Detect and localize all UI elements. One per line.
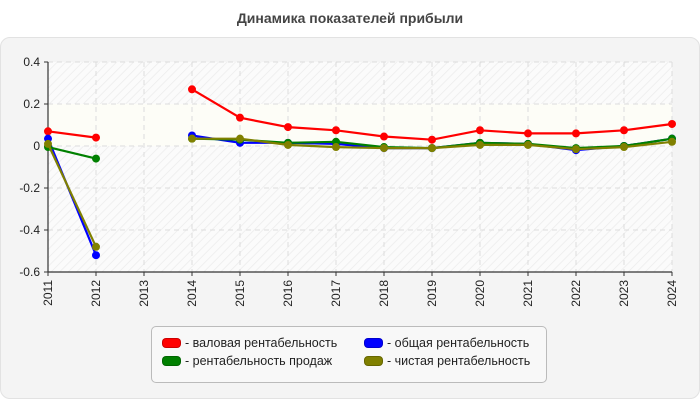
- data-point: [380, 144, 388, 153]
- data-point: [332, 143, 340, 152]
- legend-label: - общая рентабельность: [387, 336, 530, 350]
- x-tick-label: 2011: [41, 280, 55, 306]
- legend-swatch-green: [162, 356, 181, 366]
- data-point: [332, 126, 340, 135]
- x-tick-label: 2023: [617, 280, 631, 307]
- data-point: [284, 140, 292, 149]
- x-tick-label: 2012: [89, 280, 103, 307]
- legend: - валовая рентабельность - общая рентабе…: [151, 326, 547, 383]
- legend-item-gross-margin: - валовая рентабельность: [162, 336, 337, 350]
- data-point: [44, 139, 52, 148]
- legend-label: - рентабельность продаж: [185, 354, 333, 368]
- legend-label: - валовая рентабельность: [185, 336, 338, 350]
- y-tick-label: 0.2: [23, 97, 40, 111]
- legend-item-sales-margin: - рентабельность продаж: [162, 354, 332, 368]
- y-tick-label: -0.4: [19, 223, 40, 237]
- x-tick-label: 2024: [665, 280, 679, 307]
- data-point: [92, 154, 100, 163]
- x-tick-label: 2017: [329, 280, 343, 307]
- y-tick-label: -0.6: [19, 265, 40, 279]
- series-line: [44, 85, 676, 144]
- data-point: [572, 145, 580, 154]
- data-point: [572, 129, 580, 138]
- series-line: [44, 134, 676, 251]
- data-point: [284, 123, 292, 132]
- data-point: [476, 140, 484, 149]
- data-point: [428, 135, 436, 144]
- y-tick-label: 0.4: [23, 55, 40, 69]
- x-tick-label: 2019: [425, 280, 439, 307]
- data-point: [524, 140, 532, 149]
- data-point: [92, 251, 100, 260]
- x-tick-label: 2020: [473, 280, 487, 307]
- data-point: [620, 143, 628, 152]
- data-point: [380, 132, 388, 141]
- data-point: [524, 129, 532, 138]
- grid-lines: [48, 61, 673, 272]
- data-point: [188, 134, 196, 143]
- x-tick-label: 2021: [521, 280, 535, 307]
- data-point: [668, 119, 676, 128]
- legend-swatch-olive: [364, 356, 383, 366]
- x-tick-label: 2014: [185, 280, 199, 307]
- legend-swatch-red: [162, 338, 181, 348]
- x-tick-label: 2022: [569, 280, 583, 307]
- legend-item-total-margin: - общая рентабельность: [364, 336, 529, 350]
- y-tick-label: -0.2: [19, 181, 40, 195]
- data-point: [44, 127, 52, 136]
- x-tick-label: 2015: [233, 280, 247, 307]
- data-point: [236, 113, 244, 122]
- chart-title: Динамика показателей прибыли: [236, 10, 464, 26]
- x-tick-label: 2018: [377, 280, 391, 307]
- legend-label: - чистая рентабельность: [387, 354, 531, 368]
- data-point: [92, 242, 100, 251]
- data-point: [236, 134, 244, 143]
- data-series: [44, 85, 676, 260]
- data-point: [92, 133, 100, 142]
- data-point: [188, 85, 196, 94]
- x-tick-label: 2016: [281, 280, 295, 307]
- data-point: [668, 137, 676, 146]
- legend-item-net-margin: - чистая рентабельность: [364, 354, 530, 368]
- data-point: [428, 144, 436, 153]
- data-point: [620, 126, 628, 135]
- legend-swatch-blue: [364, 338, 383, 348]
- plot-area: [48, 62, 672, 272]
- x-tick-label: 2013: [137, 280, 151, 307]
- data-point: [476, 126, 484, 135]
- y-tick-label: 0: [33, 139, 40, 153]
